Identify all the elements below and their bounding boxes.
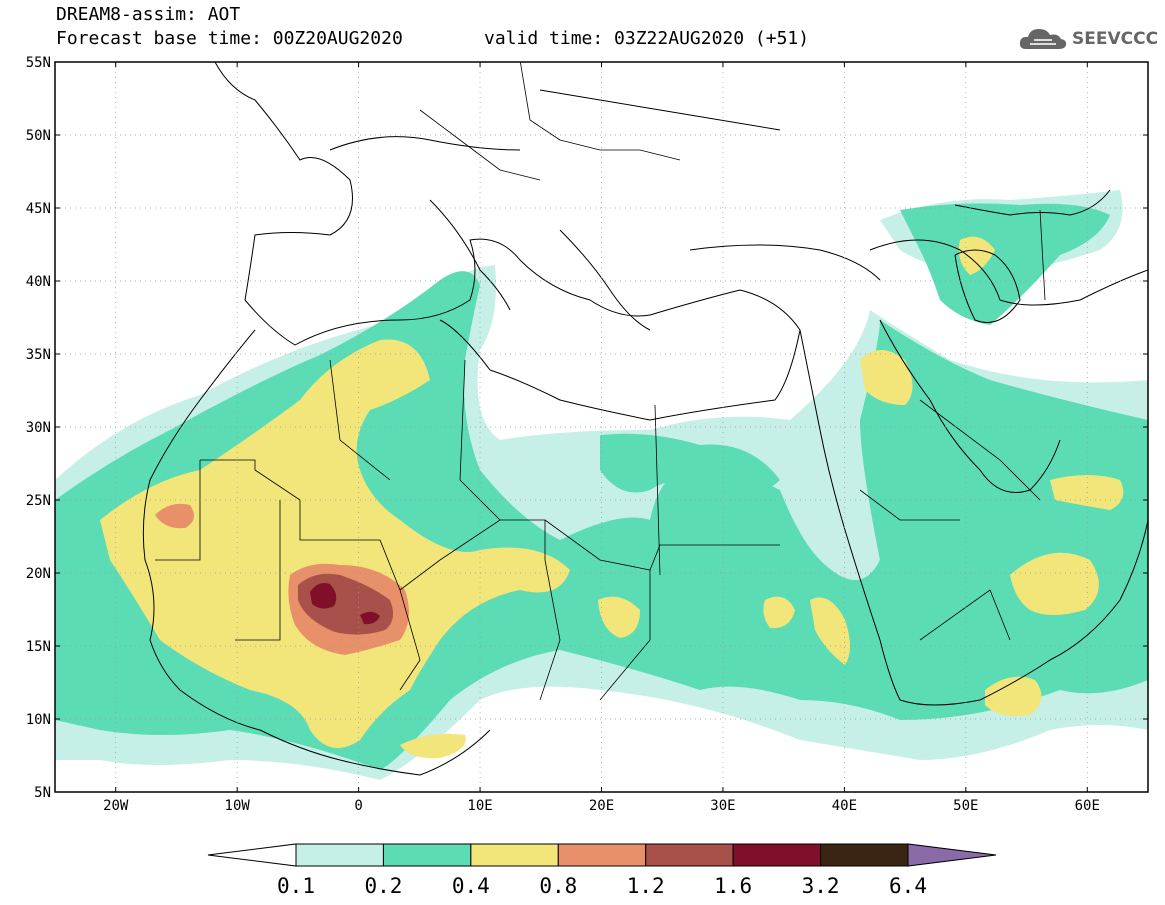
colorbar-label: 1.2 — [627, 874, 665, 898]
lon-label: 50E — [953, 798, 978, 814]
colorbar-label: 3.2 — [802, 874, 840, 898]
colorbar-swatch — [557, 843, 647, 867]
colorbar-label: 6.4 — [889, 874, 927, 898]
lat-label: 10N — [26, 712, 51, 728]
colorbar-swatch — [470, 843, 559, 867]
colorbar — [207, 843, 997, 867]
colorbar-swatch — [732, 843, 822, 867]
colorbar-swatch — [645, 843, 734, 867]
forecast-base-time: Forecast base time: 00Z20AUG2020 — [56, 28, 403, 49]
colorbar-swatch — [295, 843, 384, 867]
colorbar-labels: 0.1 0.2 0.4 0.8 1.2 1.6 3.2 6.4 — [277, 874, 927, 898]
aot-band-0.4-0.8 — [100, 236, 1124, 759]
lon-label: 40E — [832, 798, 857, 814]
map-title: DREAM8-assim: AOT — [56, 4, 241, 25]
lon-label: 0 — [354, 798, 362, 814]
valid-time: valid time: 03Z22AUG2020 (+51) — [484, 28, 810, 49]
lat-label: 15N — [26, 639, 51, 655]
lat-label: 50N — [26, 128, 51, 144]
lon-label: 20W — [103, 798, 129, 814]
lon-label: 20E — [589, 798, 614, 814]
colorbar-label: 0.4 — [452, 874, 490, 898]
lon-label: 60E — [1075, 798, 1100, 814]
lon-label: 10W — [225, 798, 251, 814]
map-grid — [55, 62, 1148, 792]
colorbar-under-arrow — [207, 843, 297, 867]
aot-band-1.6-3.2 — [310, 583, 380, 625]
lat-label: 35N — [26, 347, 51, 363]
brand-logo: SEEVCCC — [1018, 24, 1158, 54]
country-borders — [155, 62, 1046, 701]
lat-label: 25N — [26, 493, 51, 509]
lat-label: 40N — [26, 274, 51, 290]
colorbar-over-arrow — [907, 843, 997, 867]
longitude-labels: 20W 10W 0 10E 20E 30E 40E 50E 60E — [103, 798, 1100, 814]
colorbar-label: 0.1 — [277, 874, 315, 898]
lat-label: 55N — [26, 55, 51, 71]
axis-ticks — [55, 61, 1148, 793]
lat-label: 45N — [26, 201, 51, 217]
lat-label: 20N — [26, 566, 51, 582]
colorbar-label: 1.6 — [714, 874, 752, 898]
colorbar-label: 0.2 — [364, 874, 402, 898]
colorbar-label: 0.8 — [539, 874, 577, 898]
latitude-labels: 55N 50N 45N 40N 35N 30N 25N 20N 15N 10N 5N — [26, 55, 51, 801]
colorbar-swatch — [820, 843, 909, 867]
lon-label: 30E — [710, 798, 735, 814]
colorbar-swatch — [382, 843, 472, 867]
lon-label: 10E — [467, 798, 492, 814]
lat-label: 30N — [26, 420, 51, 436]
lat-label: 5N — [34, 785, 51, 801]
cloud-logo-icon — [1019, 29, 1067, 49]
brand-name: SEEVCCC — [1072, 29, 1159, 49]
coastlines — [142, 62, 1148, 776]
